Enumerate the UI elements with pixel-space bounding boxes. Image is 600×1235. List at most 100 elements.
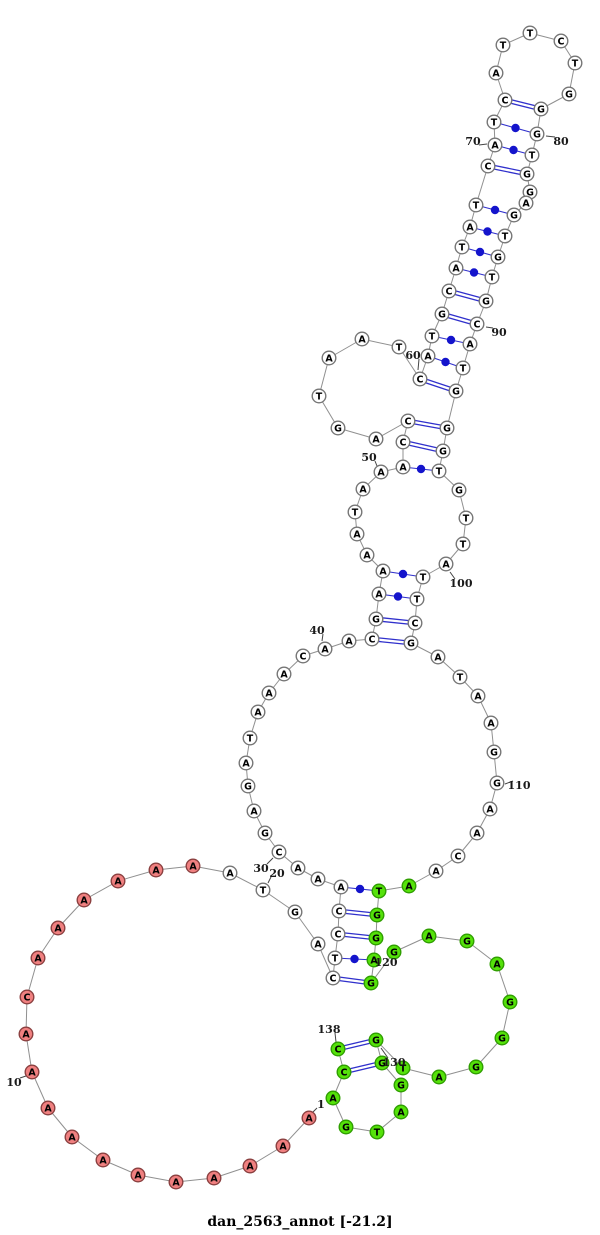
nucleotide-node[interactable] [451,482,467,498]
nucleotide-node[interactable] [246,803,262,819]
nucleotide-node[interactable] [469,825,485,841]
nucleotide-node[interactable] [486,114,502,130]
nucleotide-node[interactable] [529,126,545,142]
nucleotide-node[interactable] [490,249,506,265]
nucleotide-node[interactable] [506,207,522,223]
nucleotide-node[interactable] [359,547,375,563]
nucleotide-node[interactable] [483,715,499,731]
nucleotide-node[interactable] [317,641,333,657]
nucleotide-node[interactable] [533,101,549,117]
nucleotide-node[interactable] [448,260,464,276]
nucleotide-node[interactable] [355,481,371,497]
nucleotide-node[interactable] [354,331,370,347]
nucleotide-node[interactable] [275,1138,291,1154]
nucleotide-node[interactable] [468,197,484,213]
nucleotide-node[interactable] [431,1069,447,1085]
nucleotide-node[interactable] [487,137,503,153]
nucleotide-node[interactable] [327,950,343,966]
nucleotide-node[interactable] [459,933,475,949]
nucleotide-node[interactable] [238,755,254,771]
nucleotide-node[interactable] [325,970,341,986]
nucleotide-node[interactable] [206,1170,222,1186]
nucleotide-node[interactable] [468,1059,484,1075]
nucleotide-node[interactable] [400,413,416,429]
nucleotide-node[interactable] [480,158,496,174]
nucleotide-node[interactable] [454,239,470,255]
nucleotide-node[interactable] [495,37,511,53]
nucleotide-node[interactable] [290,860,306,876]
nucleotide-node[interactable] [338,1119,354,1135]
nucleotide-node[interactable] [428,863,444,879]
nucleotide-node[interactable] [430,649,446,665]
nucleotide-node[interactable] [168,1174,184,1190]
nucleotide-node[interactable] [363,975,379,991]
nucleotide-node[interactable] [502,994,518,1010]
nucleotide-node[interactable] [374,1055,390,1071]
nucleotide-node[interactable] [395,434,411,450]
nucleotide-node[interactable] [371,883,387,899]
nucleotide-node[interactable] [185,858,201,874]
nucleotide-node[interactable] [276,666,292,682]
nucleotide-node[interactable] [347,504,363,520]
nucleotide-node[interactable] [462,336,478,352]
nucleotide-node[interactable] [395,459,411,475]
nucleotide-node[interactable] [364,631,380,647]
nucleotide-node[interactable] [375,563,391,579]
nucleotide-node[interactable] [470,688,486,704]
nucleotide-node[interactable] [368,1032,384,1048]
nucleotide-node[interactable] [369,907,385,923]
nucleotide-node[interactable] [455,536,471,552]
nucleotide-node[interactable] [484,269,500,285]
nucleotide-node[interactable] [287,904,303,920]
nucleotide-node[interactable] [333,879,349,895]
nucleotide-node[interactable] [349,526,365,542]
nucleotide-node[interactable] [393,1077,409,1093]
nucleotide-node[interactable] [242,730,258,746]
nucleotide-node[interactable] [321,350,337,366]
nucleotide-node[interactable] [336,1064,352,1080]
nucleotide-node[interactable] [368,611,384,627]
nucleotide-node[interactable] [76,892,92,908]
nucleotide-node[interactable] [257,825,273,841]
nucleotide-node[interactable] [19,989,35,1005]
nucleotide-node[interactable] [30,950,46,966]
nucleotide-node[interactable] [368,930,384,946]
nucleotide-node[interactable] [486,744,502,760]
nucleotide-node[interactable] [325,1090,341,1106]
nucleotide-node[interactable] [567,55,583,71]
nucleotide-node[interactable] [371,586,387,602]
nucleotide-node[interactable] [393,1104,409,1120]
nucleotide-node[interactable] [407,615,423,631]
nucleotide-node[interactable] [18,1026,34,1042]
nucleotide-node[interactable] [553,33,569,49]
nucleotide-node[interactable] [295,648,311,664]
nucleotide-node[interactable] [368,431,384,447]
nucleotide-node[interactable] [24,1064,40,1080]
nucleotide-node[interactable] [222,865,238,881]
nucleotide-node[interactable] [519,166,535,182]
nucleotide-node[interactable] [497,92,513,108]
nucleotide-node[interactable] [561,86,577,102]
nucleotide-node[interactable] [435,443,451,459]
nucleotide-node[interactable] [373,464,389,480]
nucleotide-node[interactable] [478,293,494,309]
nucleotide-node[interactable] [438,556,454,572]
nucleotide-node[interactable] [148,862,164,878]
nucleotide-node[interactable] [489,956,505,972]
nucleotide-node[interactable] [366,952,382,968]
nucleotide-node[interactable] [110,873,126,889]
nucleotide-node[interactable] [64,1129,80,1145]
nucleotide-node[interactable] [421,928,437,944]
nucleotide-node[interactable] [341,633,357,649]
nucleotide-node[interactable] [401,878,417,894]
nucleotide-node[interactable] [261,685,277,701]
nucleotide-node[interactable] [458,510,474,526]
nucleotide-node[interactable] [330,1041,346,1057]
nucleotide-node[interactable] [242,1158,258,1174]
nucleotide-node[interactable] [250,704,266,720]
nucleotide-node[interactable] [255,882,271,898]
nucleotide-node[interactable] [415,569,431,585]
nucleotide-node[interactable] [311,388,327,404]
nucleotide-node[interactable] [431,463,447,479]
nucleotide-node[interactable] [497,228,513,244]
